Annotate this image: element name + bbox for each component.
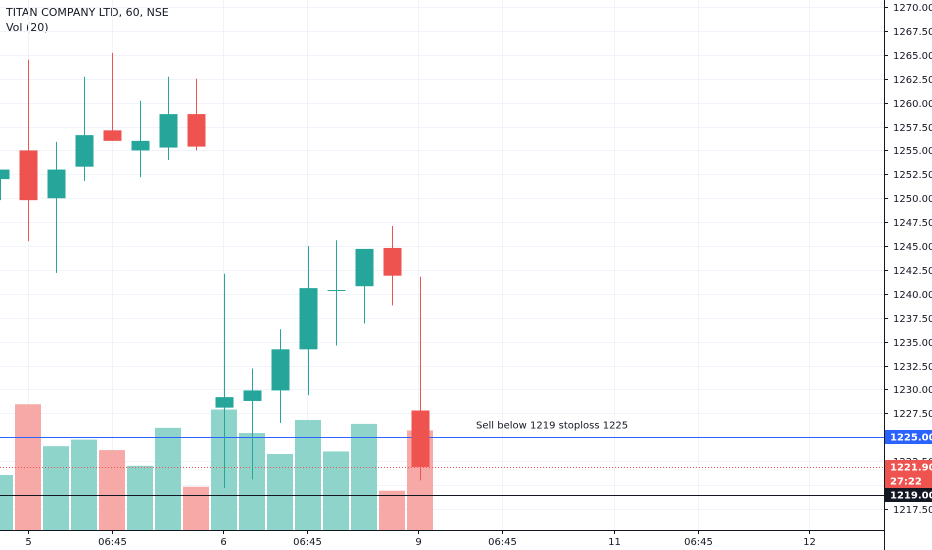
level-price-badge-text: 1219.00 [890,491,932,502]
time-tick-label: 5 [25,537,31,548]
candle-body[interactable] [19,150,38,201]
volume-bar [351,423,377,530]
time-tick-label: 06:45 [684,537,713,548]
candle-body[interactable] [271,349,290,391]
price-tick-label: 1242.50 [893,266,932,277]
level-price-badge [885,460,932,474]
volume-bar [127,465,153,530]
volume-bars [0,404,433,530]
volume-bar [99,450,125,530]
price-tick-label: 1230.00 [893,385,932,396]
volume-bar [379,490,405,530]
candle-body[interactable] [299,288,318,350]
price-tick-label: 1257.50 [893,123,932,134]
volume-bar [267,454,293,530]
volume-bar [295,419,321,530]
time-tick-label: 11 [608,537,621,548]
volume-bar [71,439,97,530]
horizontal-levels [0,437,884,496]
price-tick-label: 1217.50 [893,505,932,516]
level-price-badge-text: 1221.90 [890,463,932,474]
candle-body[interactable] [47,169,66,199]
price-tick-label: 1265.00 [893,51,932,62]
price-tick-label: 1250.00 [893,194,932,205]
grid-lines [0,0,884,530]
price-tick-label: 1232.50 [893,362,932,373]
price-tick-label: 1262.50 [893,75,932,86]
candle-body[interactable] [103,130,122,141]
bar-countdown-badge [885,474,932,488]
price-badges: 1225.00 1221.90 1219.00 27:22 [885,430,932,502]
symbol-title[interactable]: TITAN COMPANY LTD, 60, NSE [6,6,169,19]
time-tick-label: 06:45 [488,537,517,548]
volume-bar [155,427,181,530]
price-tick-label: 1247.50 [893,218,932,229]
price-tick-label: 1260.00 [893,99,932,110]
candle-body[interactable] [243,390,262,401]
candles [0,52,430,488]
volume-bar [323,451,349,530]
candle-body[interactable] [327,290,346,292]
time-tick-label: 06:45 [98,537,127,548]
bar-countdown-badge-text: 27:22 [890,477,922,488]
level-price-badge [885,488,932,502]
price-tick-label: 1255.00 [893,146,932,157]
candle-body[interactable] [411,410,430,467]
price-tick-label: 1252.50 [893,170,932,181]
candle-body[interactable] [383,247,402,276]
candle-body[interactable] [355,248,374,287]
time-axis[interactable]: 5 06:45 6 06:45 9 06:45 11 06:45 12 [25,530,816,548]
price-tick-label: 1235.00 [893,338,932,349]
volume-bar [43,446,69,530]
candle-body[interactable] [215,397,234,408]
price-tick-label: 1270.00 [893,3,932,14]
candle-body[interactable] [131,140,150,151]
price-tick-label: 1240.00 [893,290,932,301]
volume-indicator-label[interactable]: Vol (20) [6,21,49,34]
volume-bar [0,474,13,530]
level-price-badge-text: 1225.00 [890,433,932,444]
time-tick-label: 6 [220,537,226,548]
chart-legend: TITAN COMPANY LTD, 60, NSE Vol (20) [6,5,169,35]
candle-body[interactable] [187,114,206,147]
price-tick-label: 1267.50 [893,27,932,38]
level-price-badge [885,430,932,444]
candle-body[interactable] [159,114,178,148]
volume-bar [183,486,209,530]
price-axis[interactable]: 1217.501220.001222.501225.001227.501230.… [884,3,932,516]
time-tick-label: 12 [803,537,816,548]
candle-body[interactable] [75,135,94,167]
price-tick-label: 1227.50 [893,409,932,420]
price-tick-label: 1245.00 [893,242,932,253]
candle-body[interactable] [0,169,10,180]
trade-note-annotation[interactable]: Sell below 1219 stoploss 1225 [476,420,628,431]
price-tick-label: 1237.50 [893,314,932,325]
time-tick-label: 9 [415,537,421,548]
time-tick-label: 06:45 [293,537,322,548]
